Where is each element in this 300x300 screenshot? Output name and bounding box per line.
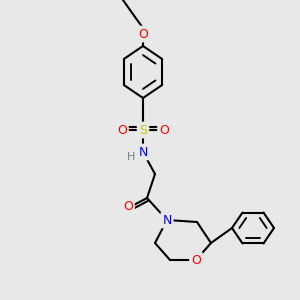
Text: N: N — [162, 214, 172, 226]
Text: O: O — [138, 28, 148, 40]
Text: S: S — [139, 124, 147, 136]
Text: N: N — [138, 146, 148, 158]
Text: O: O — [159, 124, 169, 136]
Text: O: O — [123, 200, 133, 214]
Text: H: H — [127, 152, 135, 162]
Text: O: O — [117, 124, 127, 136]
Text: O: O — [191, 254, 201, 266]
